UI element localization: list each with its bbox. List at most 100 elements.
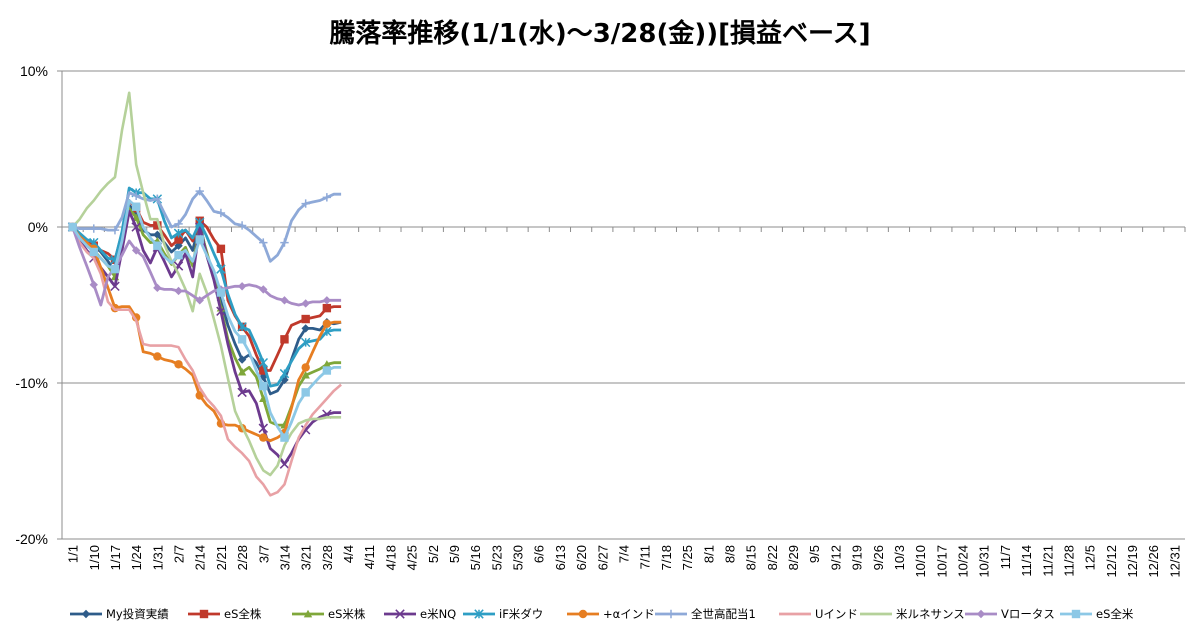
x-tick-label: 7/11 xyxy=(638,545,653,569)
data-point xyxy=(322,193,332,202)
legend-marker xyxy=(976,609,986,619)
x-tick-label: 1/17 xyxy=(108,545,123,570)
x-tick-label: 4/4 xyxy=(341,545,356,563)
data-point xyxy=(258,423,269,433)
data-point xyxy=(237,282,247,291)
data-point xyxy=(195,296,204,305)
x-tick-label: 7/25 xyxy=(680,545,695,570)
data-point xyxy=(110,225,120,235)
data-point xyxy=(322,319,332,328)
x-tick-label: 11/21 xyxy=(1040,545,1055,577)
data-point xyxy=(259,381,268,391)
data-point xyxy=(173,228,184,238)
data-point xyxy=(216,208,226,218)
data-point xyxy=(237,387,247,398)
y-tick-label: -20% xyxy=(15,531,48,547)
x-tick-label: 10/3 xyxy=(892,545,907,570)
legend-marker xyxy=(199,609,209,619)
legend-marker xyxy=(81,609,91,619)
series-10 xyxy=(68,199,342,442)
x-tick-label: 5/9 xyxy=(447,545,462,563)
legend-label: 全世高配当1 xyxy=(691,607,756,621)
data-point xyxy=(259,285,268,294)
series-line xyxy=(71,186,342,388)
data-point xyxy=(89,224,98,233)
x-tick-label: 10/17 xyxy=(934,545,949,578)
data-point xyxy=(174,250,183,260)
data-point xyxy=(280,433,289,442)
data-point xyxy=(89,247,98,257)
series-line xyxy=(72,189,342,263)
x-tick-label: 1/31 xyxy=(150,545,165,570)
data-point xyxy=(322,360,332,368)
series-line xyxy=(71,199,342,440)
legend-label: +αインド xyxy=(603,607,655,621)
data-point xyxy=(280,335,289,344)
data-point xyxy=(237,322,247,332)
legend-entry: eS米株 xyxy=(292,607,366,621)
data-point xyxy=(68,222,77,232)
data-point xyxy=(153,352,162,361)
data-point xyxy=(322,303,332,313)
data-point xyxy=(174,360,183,369)
chart-title: 騰落率推移(1/1(水)～3/28(金))[損益ベース] xyxy=(329,18,870,49)
x-tick-label: 9/19 xyxy=(850,545,865,570)
x-tick-label: 2/21 xyxy=(214,545,229,570)
x-tick-label: 6/20 xyxy=(574,545,589,570)
data-point xyxy=(216,244,226,254)
x-tick-label: 12/12 xyxy=(1104,545,1119,578)
x-tick-layer: 1/1 1/10 1/17 1/24 1/31 2/7 2/14 2/21 2/28 3/7 3/1… xyxy=(66,545,1183,578)
data-point xyxy=(131,202,141,211)
legend-marker xyxy=(395,609,405,619)
x-tick-label: 8/8 xyxy=(722,545,737,563)
data-point xyxy=(301,388,310,397)
x-tick-label: 3/21 xyxy=(299,545,314,570)
x-tick-label: 3/14 xyxy=(277,545,292,570)
x-tick-label: 10/31 xyxy=(977,545,992,578)
legend-marker xyxy=(578,609,588,619)
data-point xyxy=(300,337,311,348)
data-point xyxy=(279,368,290,379)
x-tick-label: 8/22 xyxy=(765,545,780,570)
x-tick-label: 9/5 xyxy=(807,545,822,563)
x-tick-label: 10/10 xyxy=(913,545,928,578)
legend-entry: eS全米 xyxy=(1060,607,1134,621)
series-8 xyxy=(71,91,342,477)
x-tick-label: 8/29 xyxy=(786,545,801,570)
x-tick-label: 11/28 xyxy=(1061,545,1076,577)
y-tick-label: 10% xyxy=(20,63,48,79)
data-point xyxy=(301,363,310,372)
legend-entry: +αインド xyxy=(567,607,655,621)
series-line xyxy=(71,91,342,477)
legend-label: iF米ダウ xyxy=(499,607,543,621)
data-point xyxy=(259,366,268,375)
x-tick-label: 4/18 xyxy=(383,545,398,570)
legend-entry: 米ルネサンス xyxy=(860,607,965,621)
x-tick-label: 4/25 xyxy=(405,545,420,570)
x-tick-label: 1/1 xyxy=(66,545,81,563)
legend-label: My投資実績 xyxy=(106,607,169,621)
series-layer xyxy=(67,91,342,497)
x-tick-label: 5/30 xyxy=(511,545,526,570)
data-point xyxy=(259,394,268,402)
data-point xyxy=(89,280,98,289)
x-tick-label: 4/11 xyxy=(362,545,377,569)
legend-marker xyxy=(1071,609,1081,619)
x-tick-label: 2/7 xyxy=(172,545,187,563)
legend: My投資実績 eS全株 eS米株 e米NQ iF米ダウ +αインド 全世高配当1 Uインド 米ル… xyxy=(70,607,1134,621)
data-point xyxy=(280,238,289,247)
data-point xyxy=(194,217,205,228)
x-tick-label: 3/28 xyxy=(320,545,335,570)
x-tick-label: 1/10 xyxy=(87,545,102,570)
data-point xyxy=(174,219,183,229)
data-point xyxy=(216,306,226,316)
x-tick-label: 6/27 xyxy=(595,545,610,570)
data-point xyxy=(301,371,310,379)
data-point xyxy=(110,281,120,292)
data-point xyxy=(259,433,268,442)
x-tick-label: 7/18 xyxy=(659,545,674,570)
legend-entry: My投資実績 xyxy=(70,607,169,621)
data-point xyxy=(131,191,141,200)
